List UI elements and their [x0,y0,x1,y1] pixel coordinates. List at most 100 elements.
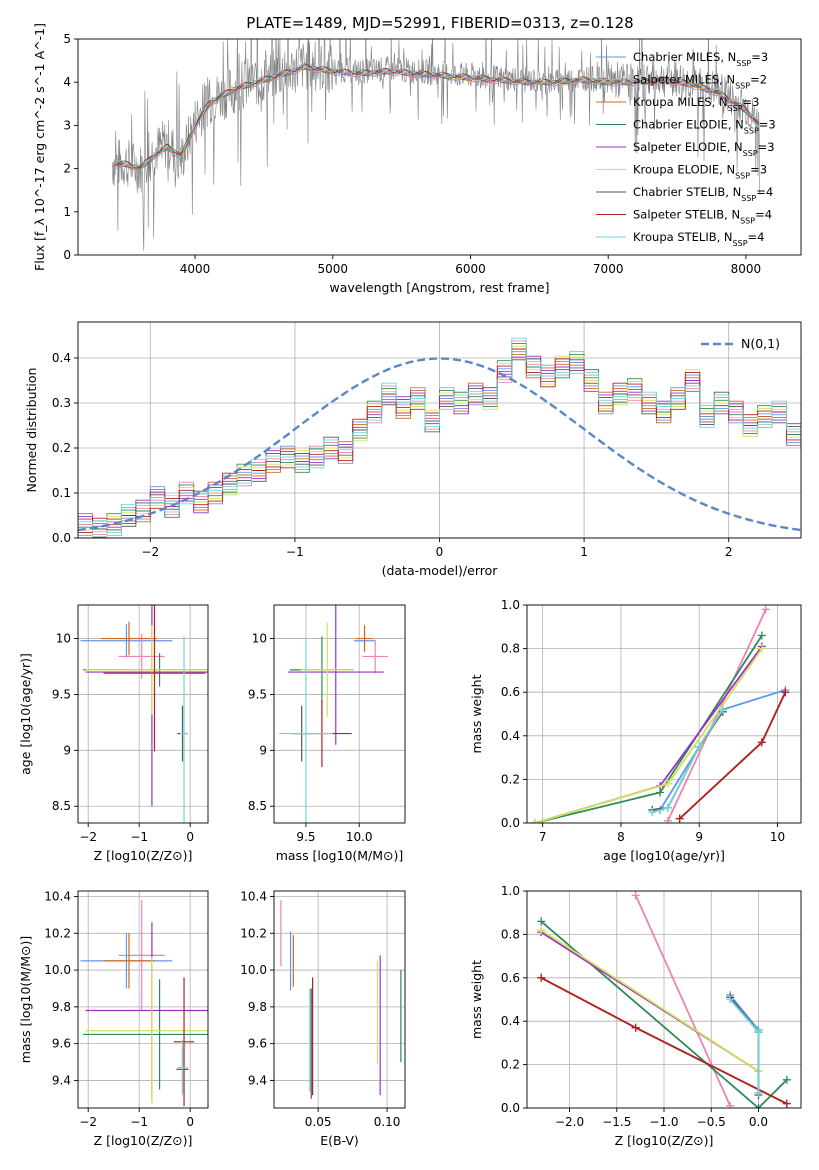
y-tick-label: 9.5 [52,687,71,701]
legend-entry: Salpeter STELIB, NSSP=4 [633,208,772,226]
hist-series-6 [78,358,801,531]
y-tick-label: 3 [63,118,71,132]
y-tick-label: 8.5 [52,799,71,813]
x-tick-label: 9 [695,830,703,844]
y-tick-label: 1.0 [501,884,520,898]
weight-marker [530,819,539,823]
x-tick-label: 4000 [180,262,211,276]
weight-marker [695,742,704,751]
gaussian-curve [78,357,801,532]
axes-age_weight: 7 8 9 10 0.0 0.2 0.4 0.6 0.8 1.0 age [log10(age/yr… [469,598,802,863]
y-tick-label: 0.8 [501,927,520,941]
axes-ebv_mass: 0.05 0.10 9.4 9.6 9.8 10.0 10.2 10.4 E(B-V) [240,890,406,1148]
weight-marker [537,973,546,982]
y-tick-label: 10.0 [240,963,267,977]
y-tick-label: 0 [63,248,71,262]
x-tick-label: −2 [141,545,159,559]
y-axis-label: age [log10(age/yr)] [18,653,33,775]
weight-marker [675,814,684,823]
weight-marker [757,738,766,747]
y-axis-label: Normed distribution [24,368,39,493]
y-tick-label: 2 [63,162,71,176]
y-tick-label: 10.2 [240,926,267,940]
weight-marker [537,917,546,926]
legend-entry: Chabrier ELODIE, NSSP=3 [633,118,776,136]
x-tick-label: 7000 [593,262,624,276]
y-tick-label: 9.4 [248,1073,267,1087]
plot-area-ebv_mass [280,900,402,1099]
weight-marker [754,1028,763,1037]
y-tick-label: 1.0 [501,598,520,612]
x-tick-label: −1 [286,545,304,559]
plot-area-age_weight [530,605,790,823]
x-tick-label: −1.0 [649,1115,678,1129]
weight-marker [726,1101,735,1108]
x-tick-label: 8000 [731,262,762,276]
x-tick-label: 0 [436,545,444,559]
model-line-7 [112,63,760,169]
frame-z_age [77,604,209,824]
y-tick-label: 8.5 [248,799,267,813]
y-tick-label: 9.4 [52,1073,71,1087]
x-tick-label: 2 [725,545,733,559]
y-tick-label: 9.8 [248,1000,267,1014]
axes-z_mass: −2 −1 0 9.4 9.6 9.8 10.0 10.2 10.4 Z [log10(Z/Z⊙)… [18,890,209,1148]
x-axis-label: wavelength [Angstrom, rest frame] [329,280,549,295]
frame-age_weight [526,604,802,824]
x-axis-label: (data-model)/error [382,563,499,578]
model-line-8 [112,63,760,167]
weight-marker [663,779,672,788]
x-tick-label: −2 [79,1115,97,1129]
y-tick-label: 0.2 [52,441,71,455]
x-tick-label: 0.05 [305,1115,332,1129]
x-tick-label: 10.0 [346,830,373,844]
legend-entry: Chabrier STELIB, NSSP=4 [633,185,773,203]
x-tick-label: −1 [130,830,148,844]
y-tick-label: 0.2 [501,772,520,786]
weight-line-3 [534,635,763,823]
plot-area-z_weight [537,891,791,1108]
y-tick-label: 9.5 [248,687,267,701]
x-tick-label: 8 [617,830,625,844]
x-axis-label: mass [log10(M/M⊙)] [276,848,404,863]
x-tick-label: −1.5 [602,1115,631,1129]
weight-marker [754,1088,763,1097]
hist-series-3 [78,343,801,538]
x-axis-label: Z [log10(Z/Z⊙)] [94,1133,193,1148]
y-tick-label: 0.4 [501,729,520,743]
weight-marker [663,816,672,823]
weight-line-4 [534,645,763,823]
plot-area-spectrum [112,39,761,251]
x-tick-label: 0.0 [749,1115,768,1129]
legend-spectrum: Chabrier MILES, NSSP=3 Salpeter MILES, NS… [596,50,776,248]
frame-mass_age [273,604,406,824]
x-tick-label: −0.5 [697,1115,726,1129]
legend-entry: Salpeter ELODIE, NSSP=3 [633,140,775,158]
frame-spectrum [77,38,802,256]
y-tick-label: 9 [259,743,267,757]
hist-series-2 [78,353,801,525]
x-tick-label: 9.5 [296,830,315,844]
y-tick-label: 9.8 [52,1000,71,1014]
y-tick-label: 0.1 [52,486,71,500]
y-tick-label: 10.0 [44,963,71,977]
y-tick-label: 4 [63,75,71,89]
x-tick-label: 1 [580,545,588,559]
weight-line-8 [652,709,724,813]
plot-area-z_mass [80,900,208,1107]
plot-area-residuals [78,337,801,538]
x-tick-label: −1 [130,1115,148,1129]
frame-ebv_mass [273,890,406,1109]
y-tick-label: 0.6 [501,971,520,985]
axes-z_age: −2 −1 0 8.5 9 9.5 10 Z [log10(Z/Z⊙)] age [log10(… [18,604,209,863]
y-axis-label: mass weight [469,674,484,753]
axes-z_weight: −2.0 −1.5 −1.0 −0.5 0.0 0.0 0.2 0.4 0.6 0.8 1.0 Z [… [469,884,802,1148]
axes-spectrum: 4000 5000 6000 7000 8000 0 1 2 3 4 5 wavelength [An… [32,23,802,295]
x-tick-label: 5000 [317,262,348,276]
x-tick-label: 10 [770,830,785,844]
weight-marker [754,1104,763,1108]
y-tick-label: 10.2 [44,926,71,940]
hist-series-5 [78,345,801,538]
y-tick-label: 0.4 [501,1014,520,1028]
